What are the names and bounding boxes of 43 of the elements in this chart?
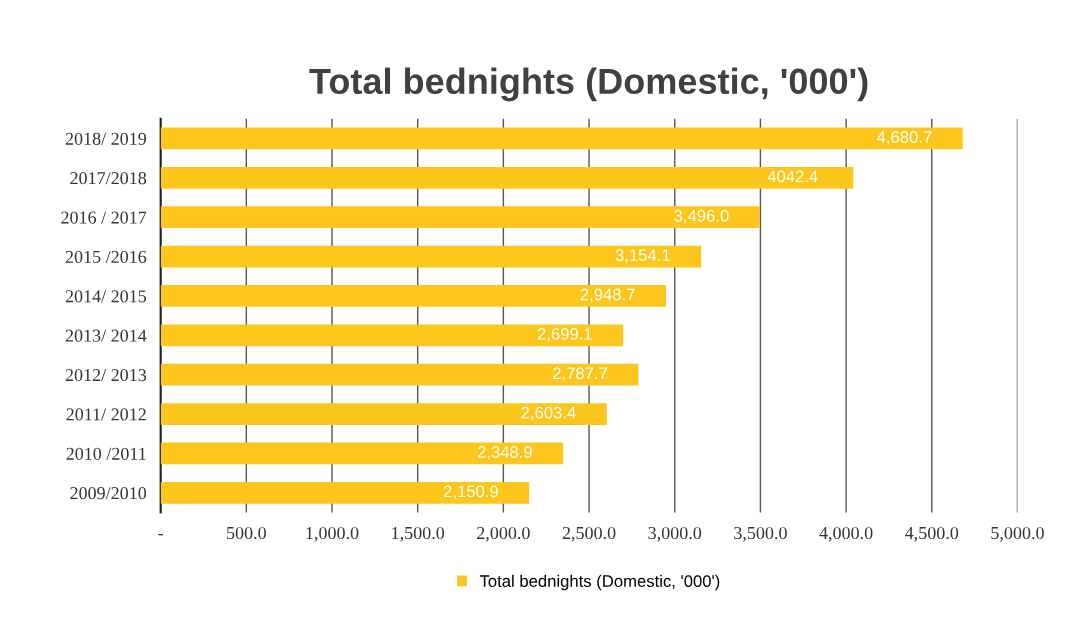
data-label: 2,150.9 xyxy=(443,485,498,500)
data-label: 3,154.1 xyxy=(615,249,670,264)
data-label: 2,699.1 xyxy=(537,327,592,342)
data-label: 4042.4 xyxy=(767,170,818,183)
data-label: 3,496.0 xyxy=(674,209,729,224)
x-tick-label: 500.0 xyxy=(227,526,266,540)
x-tick-label: 3,500.0 xyxy=(734,526,787,542)
y-tick-label: 2012/ 2013 xyxy=(65,368,147,382)
data-label: 2,787.7 xyxy=(553,367,608,382)
chart-title: Total bednights (Domestic, '000') xyxy=(309,67,868,102)
x-tick-label: 5,000.0 xyxy=(991,526,1044,542)
x-tick-label: 1,500.0 xyxy=(392,526,445,542)
x-tick-label: 1,000.0 xyxy=(306,526,359,542)
bar xyxy=(160,206,760,229)
bar xyxy=(160,403,607,425)
bar xyxy=(160,245,702,268)
bar xyxy=(160,442,564,465)
x-tick-label: - xyxy=(158,533,163,536)
y-tick-label: 2009/2010 xyxy=(70,487,147,500)
x-tick-label: 2,000.0 xyxy=(477,526,530,542)
y-tick-label: 2015 /2016 xyxy=(65,250,147,263)
legend-label: Total bednights (Domestic, '000') xyxy=(479,574,720,591)
data-label: 2,603.4 xyxy=(521,406,576,421)
bar xyxy=(160,481,530,504)
data-label: 2,348.9 xyxy=(477,446,532,460)
y-tick-label: 2017/2018 xyxy=(70,172,147,185)
x-tick-label: 4,500.0 xyxy=(905,526,959,542)
x-tick-label: 2,500.0 xyxy=(562,526,616,542)
data-label: 4,680.7 xyxy=(877,131,932,145)
bar xyxy=(160,285,666,307)
bar xyxy=(160,363,639,386)
bar xyxy=(160,166,854,189)
y-tick-label: 2013/ 2014 xyxy=(65,329,147,342)
y-tick-label: 2011/ 2012 xyxy=(66,408,146,421)
x-tick-label: 3,000.0 xyxy=(648,526,702,542)
y-tick-label: 2016 / 2017 xyxy=(61,211,147,224)
x-tick-label: 4,000.0 xyxy=(819,526,873,542)
data-label: 2,948.7 xyxy=(580,288,635,303)
bar xyxy=(160,324,624,347)
y-tick-label: 2010 /2011 xyxy=(66,447,146,460)
bar xyxy=(160,127,963,150)
y-tick-label: 2018/ 2019 xyxy=(65,132,147,145)
y-tick-label: 2014/ 2015 xyxy=(65,290,147,303)
